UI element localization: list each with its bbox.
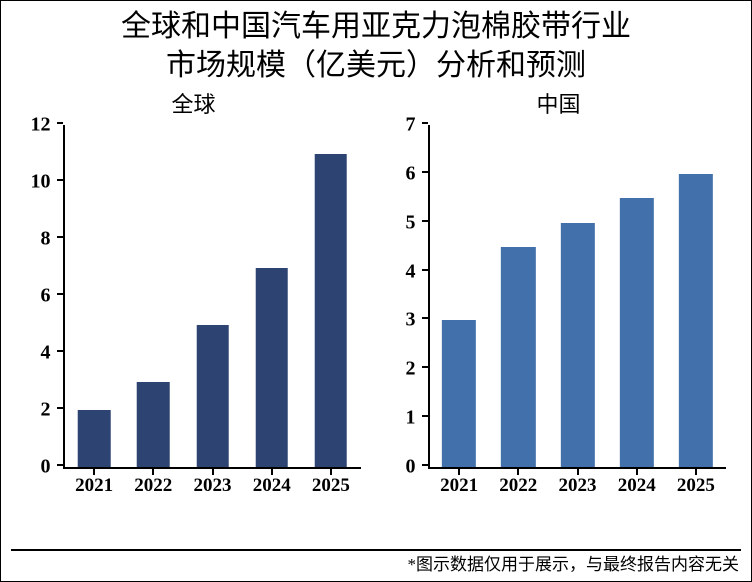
x-axis-label: 2022 xyxy=(134,475,172,497)
bar xyxy=(78,410,111,467)
y-axis-label: 3 xyxy=(406,309,416,332)
y-tick xyxy=(57,236,63,238)
y-axis-label: 8 xyxy=(41,228,51,251)
panel-global-chart: 02468101220212022202320242025 xyxy=(19,123,369,503)
y-axis-label: 12 xyxy=(31,114,51,137)
y-tick xyxy=(422,366,428,368)
panel-global: 全球 02468101220212022202320242025 xyxy=(19,87,369,503)
panel-global-plot-area: 02468101220212022202320242025 xyxy=(63,125,361,469)
bar xyxy=(137,382,170,468)
chart-title: 全球和中国汽车用亚克力泡棉胶带行业 市场规模（亿美元）分析和预测 xyxy=(1,1,751,85)
x-axis-label: 2021 xyxy=(440,475,478,497)
y-tick xyxy=(422,122,428,124)
x-axis-label: 2025 xyxy=(312,475,350,497)
bar xyxy=(255,268,288,468)
y-axis-label: 1 xyxy=(406,407,416,430)
x-axis-label: 2023 xyxy=(194,475,232,497)
y-tick xyxy=(57,293,63,295)
y-axis-label: 2 xyxy=(41,399,51,422)
y-tick xyxy=(422,317,428,319)
y-axis-label: 5 xyxy=(406,211,416,234)
bar xyxy=(679,174,713,467)
x-axis-label: 2023 xyxy=(559,475,597,497)
y-axis-label: 6 xyxy=(41,285,51,308)
panel-china-plot-area: 0123456720212022202320242025 xyxy=(428,125,726,469)
y-axis-label: 0 xyxy=(406,456,416,479)
footnote-text: *图示数据仅用于展示，与最终报告内容无关 xyxy=(408,550,740,575)
panel-china: 中国 0123456720212022202320242025 xyxy=(384,87,734,503)
panel-china-title: 中国 xyxy=(384,87,734,119)
x-axis-label: 2022 xyxy=(499,475,537,497)
y-tick xyxy=(57,464,63,466)
x-axis-label: 2021 xyxy=(75,475,113,497)
y-tick xyxy=(422,269,428,271)
title-line-2: 市场规模（亿美元）分析和预测 xyxy=(1,46,751,85)
y-tick xyxy=(422,171,428,173)
panel-china-chart: 0123456720212022202320242025 xyxy=(384,123,734,503)
y-axis-label: 2 xyxy=(406,358,416,381)
bar xyxy=(560,223,594,467)
y-tick xyxy=(57,122,63,124)
y-tick xyxy=(422,220,428,222)
x-axis-label: 2024 xyxy=(618,475,656,497)
y-tick xyxy=(57,407,63,409)
y-axis-label: 10 xyxy=(31,171,51,194)
y-tick xyxy=(422,415,428,417)
y-axis-label: 7 xyxy=(406,114,416,137)
y-axis-label: 4 xyxy=(406,260,416,283)
y-tick xyxy=(57,179,63,181)
bar xyxy=(501,247,535,467)
bar xyxy=(196,325,229,468)
y-axis-label: 6 xyxy=(406,162,416,185)
y-tick xyxy=(422,464,428,466)
y-tick xyxy=(57,350,63,352)
chart-panels-container: 全球 02468101220212022202320242025 中国 0123… xyxy=(1,87,751,503)
x-axis-label: 2024 xyxy=(253,475,291,497)
y-axis-label: 4 xyxy=(41,342,51,365)
bar xyxy=(315,154,348,468)
x-axis-label: 2025 xyxy=(677,475,715,497)
y-axis-label: 0 xyxy=(41,456,51,479)
bar xyxy=(620,198,654,467)
title-line-1: 全球和中国汽车用亚克力泡棉胶带行业 xyxy=(1,7,751,46)
bar xyxy=(442,320,476,467)
panel-global-title: 全球 xyxy=(19,87,369,119)
